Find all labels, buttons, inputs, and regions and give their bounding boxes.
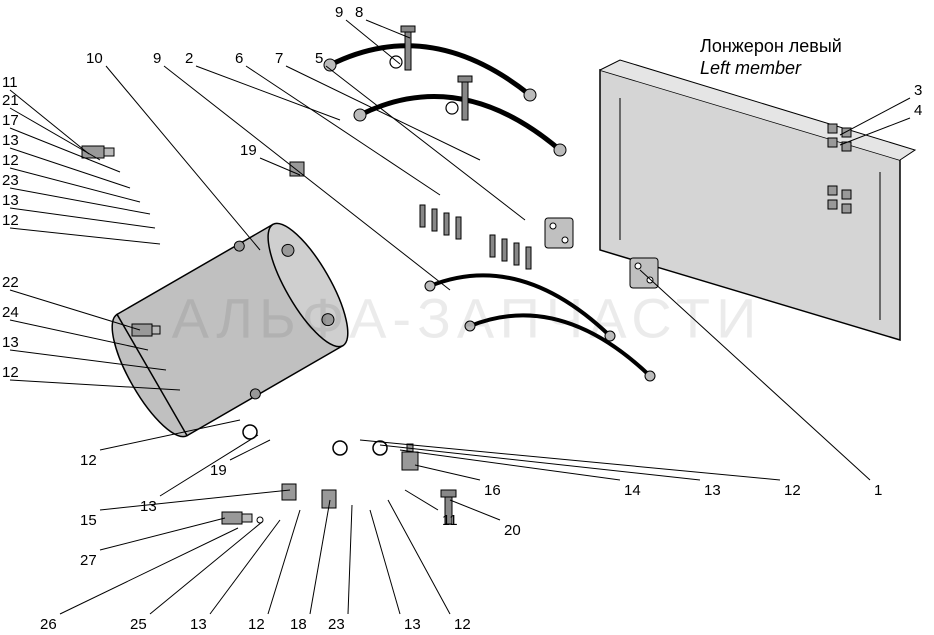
callout-c13f: 13 (404, 616, 421, 633)
callout-c13d: 13 (140, 498, 157, 515)
callout-c9b: 9 (153, 50, 161, 67)
callout-c27: 27 (80, 552, 97, 569)
callout-c2: 2 (185, 50, 193, 67)
callout-c3: 3 (914, 82, 922, 99)
callout-c12e: 12 (248, 616, 265, 633)
callout-c13e: 13 (190, 616, 207, 633)
callout-c9a: 9 (335, 4, 343, 21)
callout-c5: 5 (315, 50, 323, 67)
callout-c20: 20 (504, 522, 521, 539)
callout-c19b: 19 (210, 462, 227, 479)
callout-c13a: 13 (2, 132, 19, 149)
left-member-bracket (600, 60, 915, 340)
callout-c23a: 23 (2, 172, 19, 189)
callout-c15: 15 (80, 512, 97, 529)
callout-c17: 17 (2, 112, 19, 129)
callout-c16: 16 (484, 482, 501, 499)
callout-c19a: 19 (240, 142, 257, 159)
callout-c8: 8 (355, 4, 363, 21)
callout-c24: 24 (2, 304, 19, 321)
callout-c4: 4 (914, 102, 922, 119)
callout-c12c: 12 (2, 364, 19, 381)
callout-c12g: 12 (784, 482, 801, 499)
callout-c12d: 12 (80, 452, 97, 469)
callout-c10: 10 (86, 50, 103, 67)
callout-c23b: 23 (328, 616, 345, 633)
callout-c12b: 12 (2, 212, 19, 229)
callout-c11a: 11 (2, 74, 18, 91)
callout-c12a: 12 (2, 152, 19, 169)
parts-illustration (0, 0, 934, 635)
callout-c11b: 11 (442, 512, 458, 529)
callout-c22: 22 (2, 274, 19, 291)
callout-c21: 21 (2, 92, 19, 109)
callout-c13g: 13 (704, 482, 721, 499)
callout-c1: 1 (874, 482, 882, 499)
callout-c6: 6 (235, 50, 243, 67)
callout-c13b: 13 (2, 192, 19, 209)
callout-c7: 7 (275, 50, 283, 67)
callout-c26: 26 (40, 616, 57, 633)
callout-c14: 14 (624, 482, 641, 499)
diagram-canvas: АЛЬФА-ЗАПЧАСТИ Лонжерон левый Left membe… (0, 0, 934, 635)
callout-c13c: 13 (2, 334, 19, 351)
callout-c12f: 12 (454, 616, 471, 633)
callout-c18: 18 (290, 616, 307, 633)
callout-c25: 25 (130, 616, 147, 633)
